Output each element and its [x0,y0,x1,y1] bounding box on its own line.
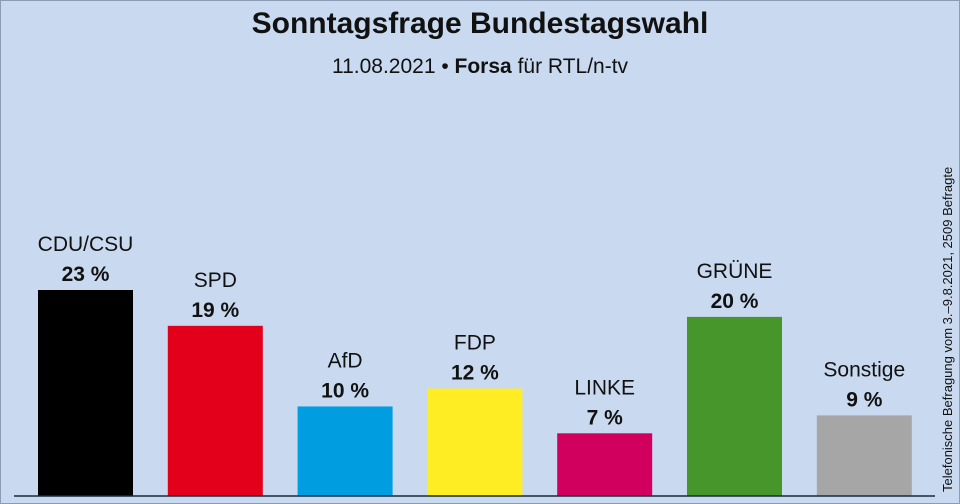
subtitle-client: für RTL/n-tv [517,55,629,78]
bar-grüne [687,316,782,496]
bar-afd [297,406,393,496]
category-label: AfD [328,349,363,372]
data-label: 7 % [587,406,624,429]
category-label: CDU/CSU [38,233,134,256]
bar-sonstige [816,415,912,496]
chart-title: Sonntagsfrage Bundestagswahl [251,7,709,40]
bar-cdu-csu [38,290,133,496]
survey-note: Telefonische Befragung vom 3.–9.8.2021, … [940,166,955,492]
data-label: 19 % [191,299,239,322]
category-label: SPD [194,269,237,292]
category-label: FDP [454,332,496,355]
subtitle-institute: Forsa [454,55,512,78]
data-label: 10 % [321,379,369,402]
data-label: 20 % [711,290,759,313]
bar-spd [167,325,263,496]
category-label: GRÜNE [697,260,773,283]
bar-linke [557,433,653,496]
category-label: LINKE [574,376,635,399]
bar-fdp [427,388,523,496]
chart-subtitle: 11.08.2021 • Forsa für RTL/n-tv [0,55,960,79]
category-label: Sonstige [823,358,905,381]
data-label: 12 % [451,362,499,385]
data-label: 23 % [62,263,110,286]
subtitle-date: 11.08.2021 • [331,55,449,78]
data-label: 9 % [846,388,883,411]
